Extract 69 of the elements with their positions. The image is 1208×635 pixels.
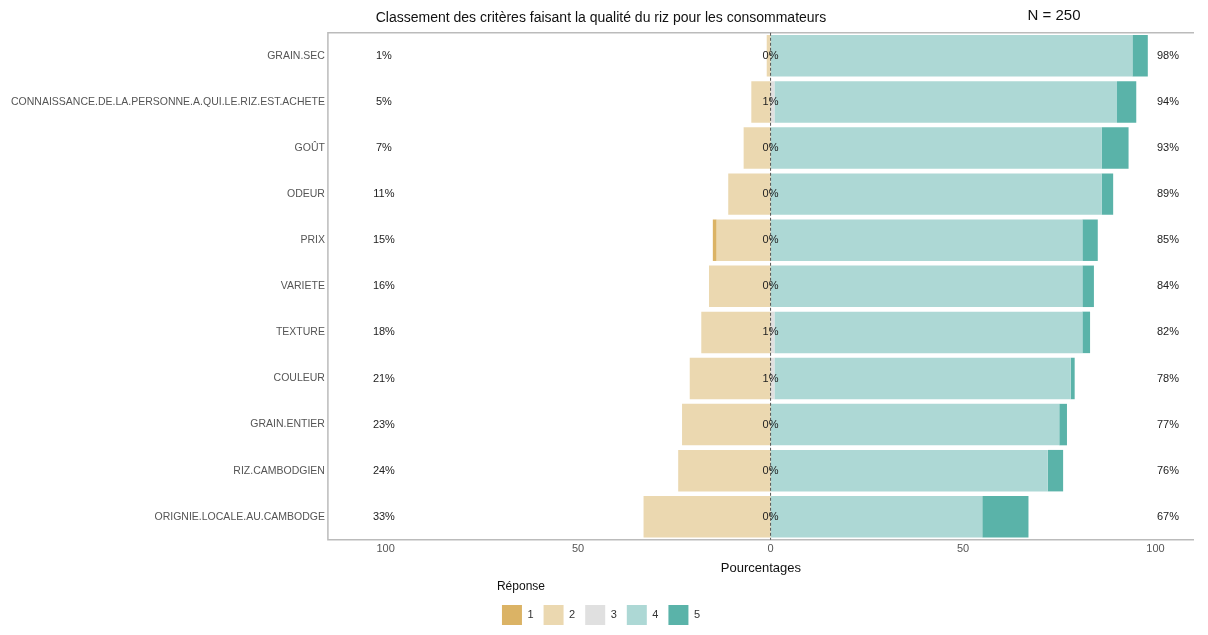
bar	[1082, 265, 1094, 308]
annotation: 1%	[375, 48, 393, 61]
y-tick-label: GOÛT	[294, 140, 326, 153]
y-tick-label: RIZ.CAMBODGIEN	[233, 463, 325, 476]
annotation: 24%	[372, 463, 396, 476]
chart-title: Classement des critères faisant la qualité du riz pour les consommateurs	[375, 9, 827, 26]
annotation: 82%	[1156, 325, 1180, 338]
annotation: 15%	[372, 233, 396, 246]
bar	[1082, 219, 1098, 261]
annotation: 5%	[375, 94, 393, 107]
annotation: 76%	[1156, 463, 1180, 476]
x-axis-title: Pourcentages	[720, 560, 802, 576]
legend-label: 3	[610, 608, 617, 621]
bar	[1117, 81, 1137, 123]
annotation: 11%	[373, 187, 395, 200]
x-tick-label: 50	[571, 542, 585, 555]
annotation: 7%	[375, 141, 393, 154]
annotation: 0%	[762, 187, 779, 200]
x-tick-label: 100	[376, 542, 395, 555]
annotation: 77%	[1156, 417, 1180, 430]
bar	[1059, 403, 1067, 446]
y-tick-label: CONNAISSANCE.DE.LA.PERSONNE.A.QUI.LE.RIZ.EST.ACHETE	[11, 94, 325, 107]
bar	[1082, 311, 1091, 354]
annotation: 0%	[762, 417, 779, 430]
y-tick-label: GRAIN.ENTIER	[250, 417, 326, 430]
x-tick-label: 50	[956, 542, 970, 555]
annotation: 1%	[762, 371, 779, 384]
y-tick-label: TEXTURE	[275, 325, 325, 338]
y-tick-label: ORIGNIE.LOCALE.AU.CAMBODGE	[154, 509, 325, 522]
annotation: 89%	[1156, 187, 1180, 200]
annotation: 0%	[762, 463, 779, 476]
annotation: 0%	[762, 279, 779, 292]
annotation: 16%	[372, 279, 396, 292]
annotation: 1%	[762, 94, 779, 107]
legend-label: 5	[693, 608, 701, 621]
annotation: 0%	[762, 233, 779, 246]
annotation: 18%	[372, 325, 396, 338]
annotation: 33%	[372, 509, 396, 522]
bar	[1132, 35, 1148, 77]
legend-title: Réponse	[496, 578, 546, 593]
bar	[1047, 449, 1064, 492]
bar	[982, 496, 1029, 538]
annotation: 78%	[1156, 371, 1180, 384]
y-tick-label: GRAIN.SEC	[267, 48, 326, 61]
x-tick-label: 0	[767, 542, 774, 555]
y-tick-label: PRIX	[300, 233, 325, 246]
annotation: 98%	[1156, 48, 1180, 61]
annotation: 67%	[1156, 509, 1180, 522]
y-tick-label: COULEUR	[273, 371, 326, 384]
annotation: 0%	[762, 141, 779, 154]
annotation: 84%	[1156, 279, 1180, 292]
annotation: 21%	[372, 371, 396, 384]
annotation: 0%	[762, 509, 779, 522]
bar	[1101, 173, 1114, 215]
annotation: 85%	[1156, 233, 1180, 246]
bar	[1070, 357, 1075, 400]
text: N = 250	[1027, 6, 1081, 24]
annotation: 0%	[762, 48, 779, 61]
legend-label: 2	[569, 608, 576, 621]
legend-label: 4	[652, 608, 659, 621]
legend-label: 1	[527, 608, 534, 621]
annotation: 93%	[1156, 141, 1180, 154]
y-tick-label: VARIETE	[280, 279, 325, 292]
y-tick-label: ODEUR	[286, 187, 326, 200]
annotation: 23%	[372, 417, 396, 430]
annotation: 1%	[762, 325, 779, 338]
annotation: 94%	[1156, 94, 1180, 107]
x-tick-label: 100	[1146, 542, 1165, 555]
bar	[1101, 127, 1129, 169]
